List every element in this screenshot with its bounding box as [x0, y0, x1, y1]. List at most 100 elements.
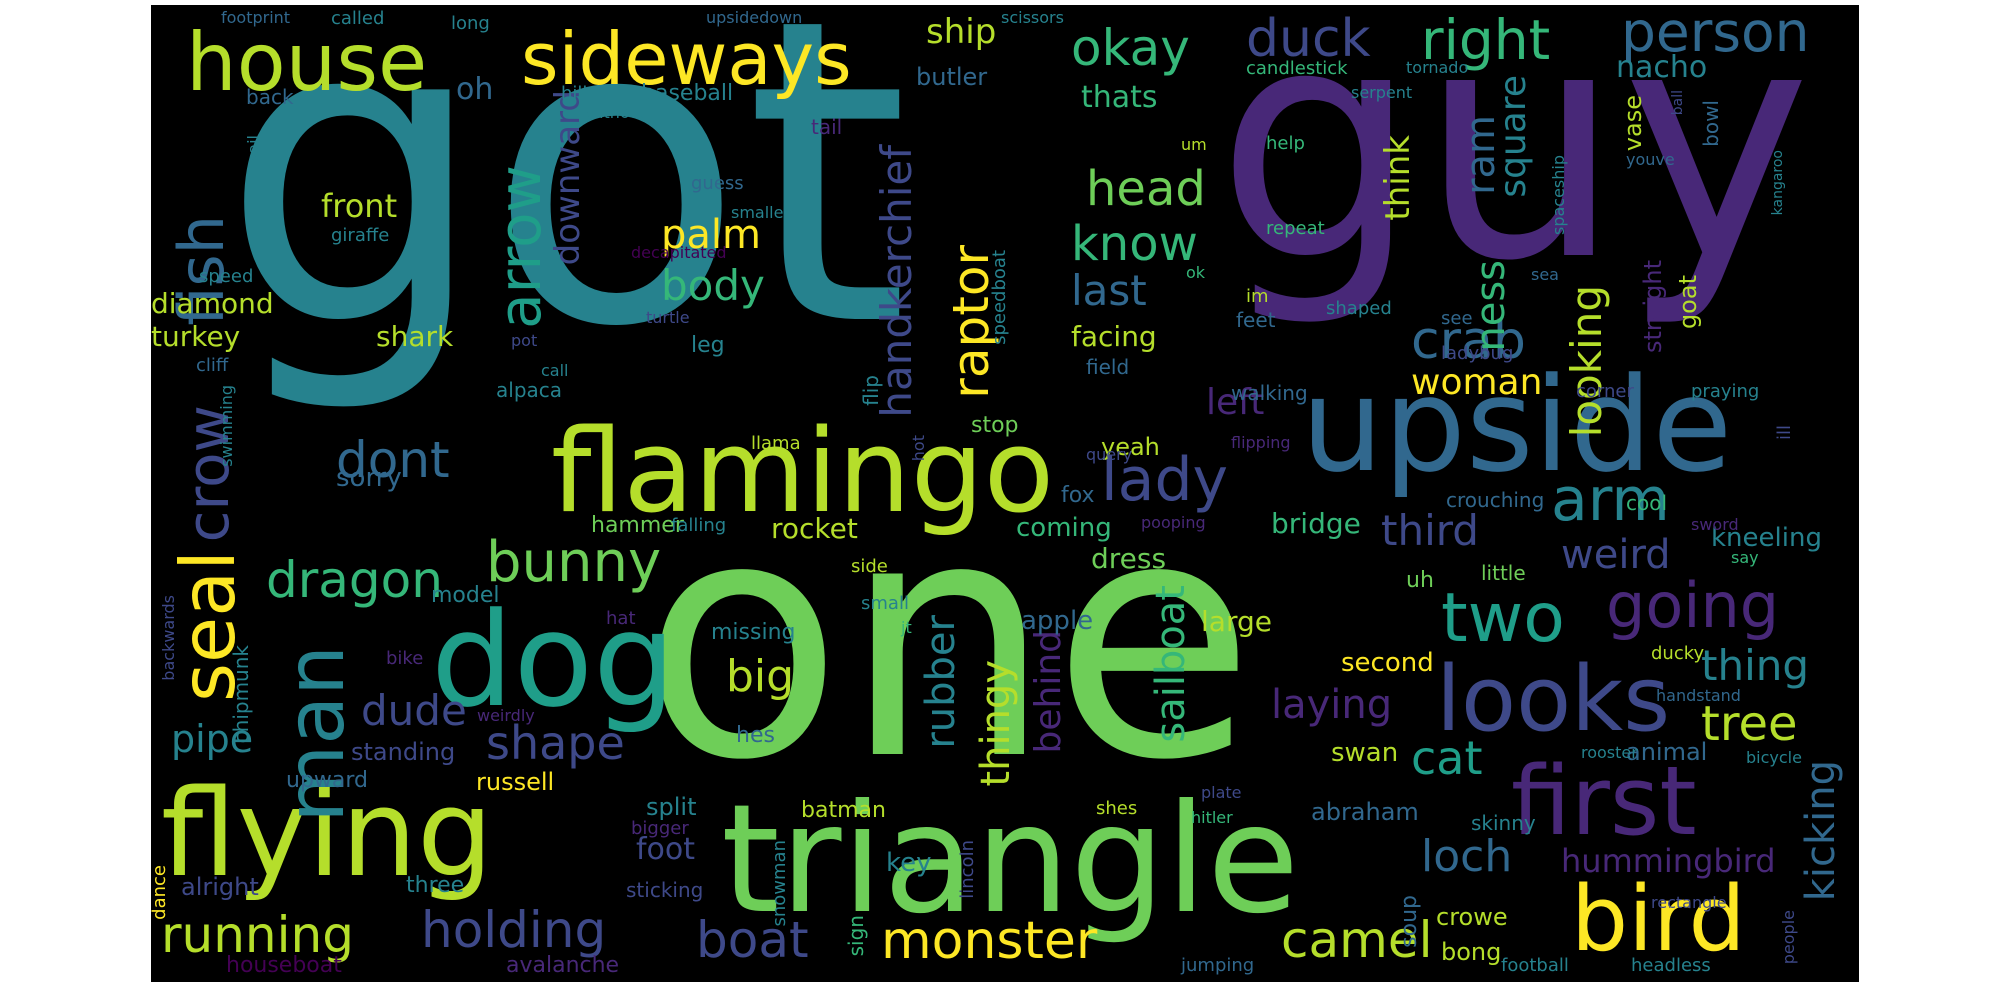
word-sail: sail [244, 135, 263, 163]
word-duck: duck [1246, 9, 1371, 69]
word-hill: hill [561, 83, 588, 104]
word-swimming: swimming [217, 385, 236, 467]
word-tree: tree [1701, 696, 1798, 752]
word-flip: flip [859, 375, 883, 406]
word-candlestick: candlestick [1246, 58, 1348, 79]
word-snowman: snowman [769, 840, 790, 927]
word-model: model [431, 583, 500, 608]
word-three: three [406, 873, 465, 898]
word-shaped: shaped [1326, 298, 1392, 319]
word-sticking: sticking [626, 878, 704, 902]
word-lincoln: lincoln [957, 840, 978, 899]
word-dont: dont [336, 431, 450, 489]
word-straight: straight [1639, 260, 1667, 354]
word-holding: holding [421, 901, 607, 959]
word-upward: upward [286, 768, 369, 793]
word-spaceship: spaceship [1549, 155, 1568, 236]
word-downward: downward [548, 90, 588, 266]
word-body: body [661, 261, 765, 310]
word-bigger: bigger [631, 818, 689, 839]
word-facing: facing [1071, 320, 1157, 353]
word-last: last [1071, 266, 1147, 315]
word-guess: guess [691, 173, 744, 194]
word-front: front [321, 187, 398, 225]
word-right: right [1421, 8, 1551, 72]
word-dragon: dragon [266, 551, 443, 609]
word-serpent: serpent [1351, 83, 1413, 102]
word-second: second [1341, 648, 1434, 678]
word-weirdly: weirdly [477, 706, 535, 725]
word-jt: jt [901, 618, 912, 637]
word-nacho: nacho [1616, 50, 1708, 85]
word-looks: looks [1436, 647, 1671, 752]
word-upside: upside [1301, 349, 1733, 501]
word-handstand: handstand [1656, 686, 1741, 705]
word-know: know [1071, 216, 1198, 272]
word-okay: okay [1071, 19, 1190, 77]
word-sorry: sorry [336, 463, 402, 493]
word-sword: sword [1691, 515, 1739, 534]
word-crowe: crowe [1436, 903, 1508, 931]
word-dude: dude [361, 686, 467, 735]
word-plate: plate [1201, 783, 1242, 802]
word-man: man [269, 645, 362, 823]
word-speedboat: speedboat [989, 250, 1010, 345]
word-houseboat: houseboat [226, 953, 342, 978]
word-speed: speed [199, 266, 254, 287]
word-side: side [851, 556, 888, 577]
word-ship: ship [926, 12, 997, 52]
word-shes: shes [1096, 798, 1138, 819]
word-sideways: sideways [521, 17, 852, 101]
word-shark: shark [376, 320, 454, 353]
word-running: running [161, 906, 354, 964]
word-thats: thats [1081, 80, 1158, 115]
word-split: split [646, 793, 697, 821]
word-vase: vase [1619, 95, 1647, 152]
word-hes: hes [736, 723, 775, 748]
word-bird: bird [1571, 867, 1746, 972]
word-got: got [221, 5, 910, 419]
word-missing: missing [711, 620, 796, 645]
word-woman: woman [1411, 362, 1543, 403]
word-third: third [1381, 506, 1479, 555]
word-scissors: scissors [1001, 8, 1064, 27]
word-camel: camel [1281, 911, 1433, 969]
word-yeah: yeah [1101, 433, 1160, 461]
word-oh: oh [456, 72, 494, 107]
word-arrow: arrow [486, 165, 554, 329]
word-first: first [1511, 747, 1697, 857]
word-kneeling: kneeling [1711, 523, 1822, 553]
word-jumping: jumping [1181, 955, 1255, 976]
word-house: house [186, 16, 428, 109]
word-hammer: hammer [591, 513, 684, 538]
word-ball: ball [1670, 90, 1686, 116]
word-hummingbird: hummingbird [1561, 842, 1776, 880]
word-backwards: backwards [159, 595, 178, 681]
word-feet: feet [1236, 308, 1276, 332]
word-bong: bong [1441, 938, 1502, 966]
word-uh: uh [1406, 568, 1434, 593]
word-thingy: thingy [973, 660, 1019, 787]
word-people: people [1779, 910, 1798, 965]
word-laying: laying [1271, 682, 1393, 728]
word-footprint: footprint [221, 8, 291, 27]
word-help: help [1266, 133, 1305, 154]
word-repeat: repeat [1266, 218, 1325, 239]
word-batman: batman [801, 798, 886, 823]
word-diamond: diamond [151, 287, 274, 320]
word-pipe: pipe [171, 717, 254, 761]
word-leg: leg [691, 333, 725, 358]
word-lady: lady [1101, 445, 1229, 515]
word-cliff: cliff [196, 355, 229, 376]
word-bridge: bridge [1271, 507, 1361, 540]
word-chipmunk: chipmunk [229, 645, 253, 744]
word-think: think [1378, 135, 1418, 221]
word-im: im [1246, 286, 1269, 307]
word-ill: ill [1774, 425, 1795, 441]
word-sailboat: sailboat [1148, 585, 1194, 743]
word-stop: stop [971, 413, 1019, 438]
word-guy: guy [1216, 5, 1812, 331]
word-tail: tail [811, 115, 843, 139]
word-person: person [1621, 5, 1810, 64]
word-hat: hat [606, 608, 636, 629]
